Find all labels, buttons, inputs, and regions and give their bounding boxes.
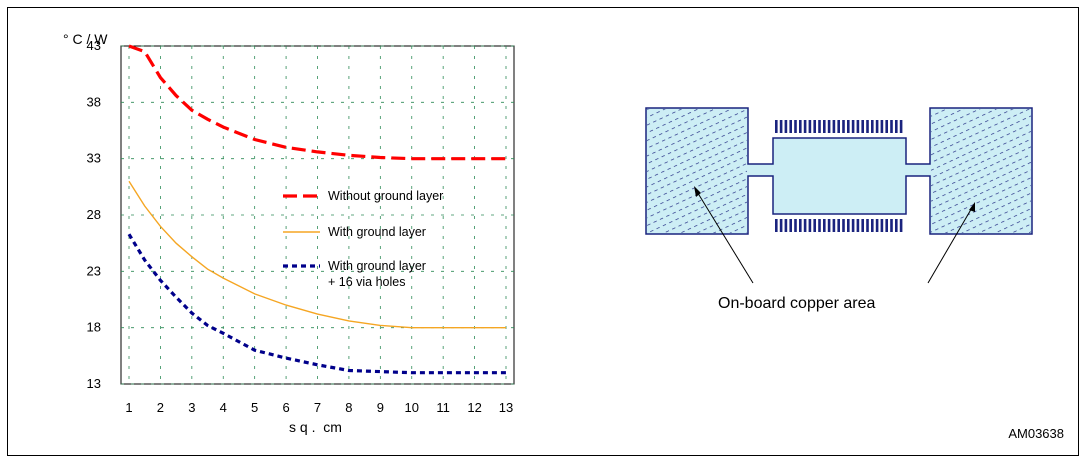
ic-pin bbox=[861, 120, 864, 133]
ic-pin bbox=[813, 120, 816, 133]
ic-pin bbox=[880, 120, 884, 133]
ic-pin bbox=[899, 120, 903, 133]
ic-pin bbox=[794, 120, 797, 133]
ic-pin bbox=[803, 120, 807, 133]
y-tick-label: 38 bbox=[87, 94, 101, 109]
right-pointer-arrow bbox=[927, 205, 974, 284]
ic-pin bbox=[842, 120, 845, 133]
y-axis-label: ° C / W bbox=[63, 31, 108, 47]
x-tick-label: 4 bbox=[220, 400, 227, 415]
ic-pin bbox=[818, 219, 821, 232]
ic-pin bbox=[871, 120, 874, 133]
ic-pin bbox=[789, 120, 792, 133]
legend-label-1: Without ground layer bbox=[328, 189, 443, 203]
right-arrowhead-icon bbox=[969, 202, 975, 212]
ic-pin bbox=[851, 219, 855, 232]
ic-pin bbox=[775, 120, 778, 133]
ic-pin bbox=[871, 219, 874, 232]
ic-pin bbox=[842, 219, 845, 232]
right-hatched-area bbox=[931, 109, 1031, 233]
ic-pin bbox=[866, 120, 869, 133]
ic-pins-top bbox=[775, 120, 903, 133]
ic-pin bbox=[832, 219, 836, 232]
ic-pin bbox=[856, 219, 860, 232]
x-tick-label: 1 bbox=[125, 400, 132, 415]
y-tick-labels: 13 18 23 28 33 38 43 bbox=[87, 38, 101, 391]
legend: Without ground layer With ground layer Wit… bbox=[283, 189, 443, 289]
ic-pin bbox=[890, 120, 893, 133]
ic-pins-bottom bbox=[775, 219, 903, 232]
ic-pin bbox=[823, 219, 826, 232]
y-tick-label: 33 bbox=[87, 151, 101, 166]
data-series bbox=[127, 44, 506, 375]
ic-pin bbox=[823, 120, 826, 133]
left-hatched-area bbox=[647, 109, 747, 233]
ic-pin bbox=[775, 219, 778, 232]
series-line-2 bbox=[128, 180, 506, 329]
copper-area-diagram: On-board copper area bbox=[645, 107, 1033, 312]
ic-pin bbox=[784, 120, 788, 133]
ic-pin bbox=[827, 219, 831, 232]
ic-pin bbox=[899, 219, 903, 232]
y-tick-label: 28 bbox=[87, 207, 101, 222]
y-tick-label: 43 bbox=[87, 38, 101, 53]
legend-label-2: With ground layer bbox=[328, 225, 426, 239]
ic-pin bbox=[779, 120, 783, 133]
ic-pin bbox=[866, 219, 869, 232]
x-tick-label: 2 bbox=[157, 400, 164, 415]
figure-frame: 13 18 23 28 33 38 43 1 2 3 4 5 6 7 8 9 10 11 12 13 ° C / W… bbox=[7, 7, 1079, 456]
x-tick-label: 9 bbox=[377, 400, 384, 415]
left-arrowhead-icon bbox=[694, 186, 701, 197]
ic-pin bbox=[875, 120, 879, 133]
ic-pin bbox=[861, 219, 864, 232]
ic-pin bbox=[803, 219, 807, 232]
x-tick-label: 12 bbox=[467, 400, 481, 415]
ic-pin bbox=[880, 219, 884, 232]
x-tick-label: 3 bbox=[188, 400, 195, 415]
y-tick-label: 18 bbox=[87, 320, 101, 335]
y-tick-label: 13 bbox=[87, 376, 101, 391]
x-tick-label: 13 bbox=[499, 400, 513, 415]
ic-pin bbox=[837, 120, 840, 133]
series-line-3 bbox=[127, 233, 506, 375]
ic-pin bbox=[808, 219, 812, 232]
ic-pin bbox=[847, 219, 850, 232]
ic-pin bbox=[885, 219, 888, 232]
ic-pin bbox=[808, 120, 812, 133]
ic-pin bbox=[847, 120, 850, 133]
x-tick-label: 6 bbox=[282, 400, 289, 415]
ic-pin bbox=[837, 219, 840, 232]
ic-pin bbox=[851, 120, 855, 133]
copper-area-label: On-board copper area bbox=[718, 295, 876, 312]
x-axis-label: s q . cm bbox=[289, 419, 342, 435]
ic-pin bbox=[799, 120, 802, 133]
ic-pin bbox=[779, 219, 783, 232]
x-tick-label: 7 bbox=[314, 400, 321, 415]
x-tick-label: 8 bbox=[345, 400, 352, 415]
ic-pin bbox=[832, 120, 836, 133]
ic-pin bbox=[789, 219, 792, 232]
ic-pin bbox=[799, 219, 802, 232]
ic-pin bbox=[895, 120, 898, 133]
ic-pin bbox=[794, 219, 797, 232]
ic-pin bbox=[813, 219, 816, 232]
x-tick-labels: 1 2 3 4 5 6 7 8 9 10 11 12 13 bbox=[125, 400, 513, 415]
ic-pin bbox=[856, 120, 860, 133]
left-pointer-arrow bbox=[695, 189, 754, 284]
ic-pin bbox=[827, 120, 831, 133]
y-tick-label: 23 bbox=[87, 263, 101, 278]
ic-pin bbox=[875, 219, 879, 232]
ic-pin bbox=[890, 219, 893, 232]
ic-pin bbox=[885, 120, 888, 133]
ic-pin bbox=[818, 120, 821, 133]
ic-pin bbox=[895, 219, 898, 232]
legend-label-3: With ground layer + 16 via holes bbox=[328, 259, 426, 289]
x-tick-label: 11 bbox=[436, 400, 450, 415]
ic-pin bbox=[784, 219, 788, 232]
x-tick-label: 10 bbox=[405, 400, 419, 415]
x-tick-label: 5 bbox=[251, 400, 258, 415]
figure-id: AM03638 bbox=[1008, 426, 1064, 441]
